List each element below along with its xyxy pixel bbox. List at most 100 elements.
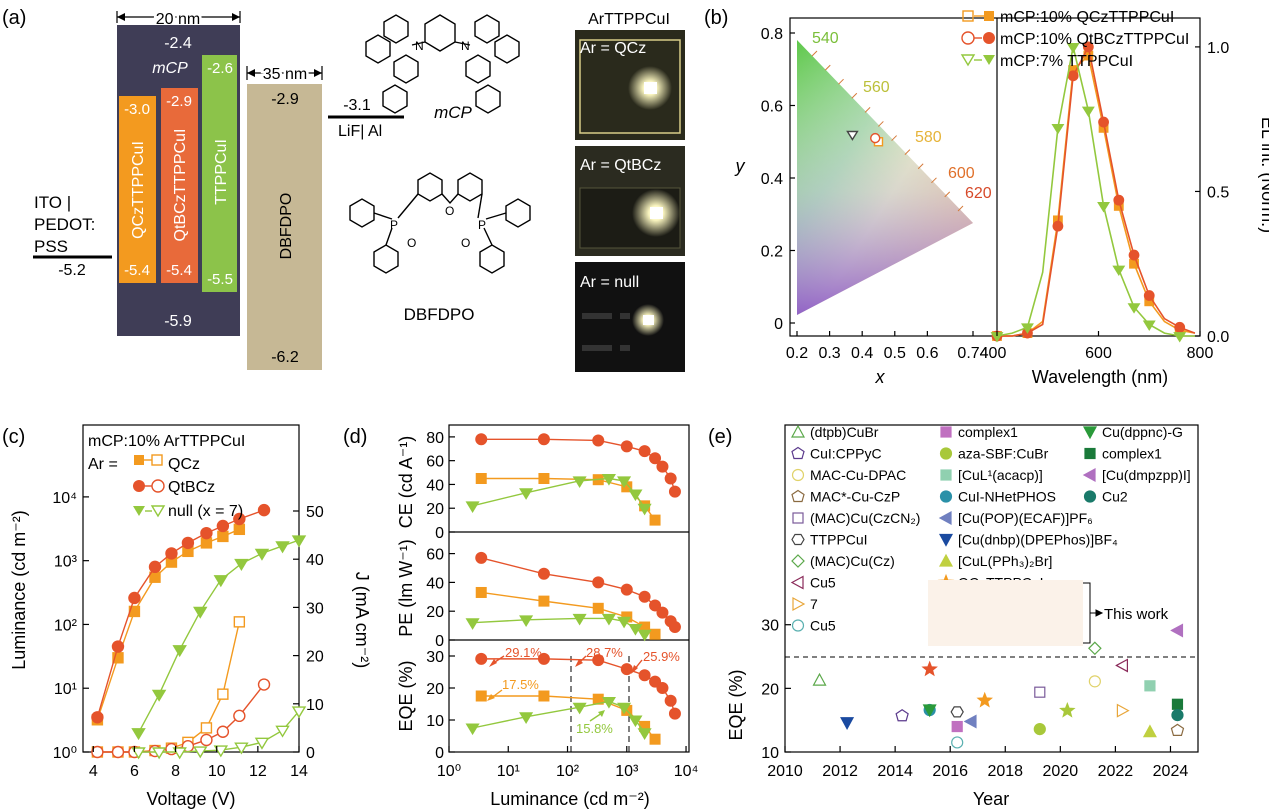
cie-ytick-label: 0.8: [761, 26, 783, 43]
lum-point: [128, 591, 141, 605]
e-point: [1088, 675, 1101, 688]
d-line: [472, 477, 646, 509]
d-point: [519, 615, 534, 627]
d-point: [638, 669, 651, 682]
e-legend-label: complex1: [958, 424, 1018, 440]
e-xtick-label: 2014: [877, 763, 913, 780]
cie-edge-tick: [864, 107, 871, 113]
e-legend-symbol: [790, 575, 804, 590]
panel-a: (a) 20 nm -2.4 mCP -5.9 -3.0 -5.4 QCzTTP…: [2, 7, 685, 372]
cie-ytick-label: 0: [774, 316, 783, 333]
d-point: [664, 694, 677, 707]
tt-bottom-level: -5.5: [207, 271, 233, 288]
d-point: [572, 702, 587, 715]
d-point: [638, 445, 651, 458]
dbfdpo-label: DBFDPO: [404, 305, 475, 324]
d-point: [601, 696, 616, 709]
e-legend-label: Cu5: [810, 575, 836, 591]
d-annot-25-9: 25.9%: [643, 649, 680, 664]
c-y2tick-label: 0: [306, 745, 315, 762]
d-point: [592, 602, 604, 614]
legend-b-null: mCP:7% TTPPCuI: [1000, 53, 1133, 70]
e-legend-symbol: [940, 469, 952, 481]
host-top-level: -2.4: [164, 35, 192, 52]
e-point: [1170, 623, 1184, 638]
dbfdpo-o1: O: [407, 236, 416, 250]
el-point: [1098, 116, 1109, 128]
e-point: [1115, 658, 1129, 673]
lum-point: [233, 523, 246, 536]
cie-edge-tick: [944, 191, 951, 198]
width-35-label: 35 nm: [263, 66, 307, 83]
d-point: [638, 590, 651, 603]
d-point: [475, 433, 488, 446]
e-ylabel: EQE (%): [726, 669, 746, 740]
el-point: [1128, 249, 1140, 261]
d-point: [656, 606, 669, 619]
lum-point: [172, 645, 187, 658]
el-line-2: [996, 46, 1195, 337]
mcp-n1: N: [415, 39, 424, 53]
c-ytick-label: 10²: [54, 617, 78, 634]
e-legend-symbol: [938, 533, 954, 547]
c-ar-label: Ar =: [88, 456, 118, 473]
d-point: [617, 616, 632, 629]
cie-xtick-label: 0.2: [786, 345, 808, 362]
cie-wavelength-label: 560: [863, 79, 890, 96]
e-legend-symbol: [791, 554, 805, 568]
d-xtick-label: 10³: [615, 763, 639, 780]
e-point: [1033, 722, 1046, 736]
d-point: [649, 599, 662, 612]
el-xlabel: Wavelength (nm): [1032, 367, 1168, 387]
j-point: [234, 742, 249, 755]
legend-c-qcz: QCz: [168, 456, 200, 473]
dbfdpo-p2: P: [478, 218, 486, 232]
cie-ytick-label: 0.2: [761, 244, 783, 261]
d-ce-label: CE (cd A⁻¹): [396, 436, 416, 529]
photo-null: Ar = null: [575, 262, 685, 372]
dbfdpo-o2: O: [461, 236, 470, 250]
e-point: [922, 704, 937, 718]
j-point: [254, 737, 270, 750]
e-point: [951, 736, 964, 749]
d-annot-28-7: 28.7%: [586, 645, 623, 660]
e-point: [1170, 723, 1185, 736]
e-point: [840, 717, 855, 730]
panel-e: (e) (dtpb)CuBr CuI:CPPyC MAC-Cu-DPAC MAC*-C…: [708, 424, 1199, 809]
legend-b-qcz: mCP:10% QCzTTPPCuI: [1000, 9, 1174, 26]
el-spectra: [990, 41, 1196, 343]
j-point: [291, 706, 307, 719]
this-work-bracket: [928, 580, 1104, 646]
qtbcz-block: [161, 88, 198, 283]
lum-point: [193, 606, 208, 619]
d-annot-arrows: [487, 655, 643, 722]
e-xtick-label: 2024: [1153, 763, 1189, 780]
d-xtick-label: 10⁰: [437, 763, 461, 780]
j-point: [200, 733, 213, 747]
c-xtick-label: 12: [249, 763, 267, 780]
e-point: [950, 706, 964, 718]
lum-point: [200, 526, 213, 540]
d-point: [620, 583, 633, 596]
e-point: [921, 660, 938, 677]
e-legend-label: TTPPCuI: [810, 532, 868, 548]
cie-point: [846, 130, 859, 141]
d-point: [637, 728, 652, 740]
photo-qcz-label: Ar = QCz: [580, 40, 646, 57]
e-point: [951, 720, 963, 733]
c-ylabel: Luminance (cd m⁻²): [9, 510, 29, 670]
d-ytick-label: 30: [426, 649, 444, 666]
ito-line-2: PEDOT:: [34, 215, 95, 234]
e-legend-label: CuI-NHetPHOS: [958, 489, 1056, 505]
el-ytick-label: 0.0: [1207, 329, 1229, 346]
panel-label-c: (c): [2, 426, 25, 448]
dbfdpo-block: [247, 84, 322, 370]
width-arrow-35: 35 nm: [246, 64, 323, 86]
d-point: [601, 613, 616, 626]
d-point: [664, 472, 677, 485]
j-point: [233, 616, 246, 628]
this-work-label: This work: [1104, 606, 1169, 623]
lum-point: [275, 541, 290, 554]
lum-point: [112, 652, 124, 664]
j-point: [217, 688, 229, 700]
